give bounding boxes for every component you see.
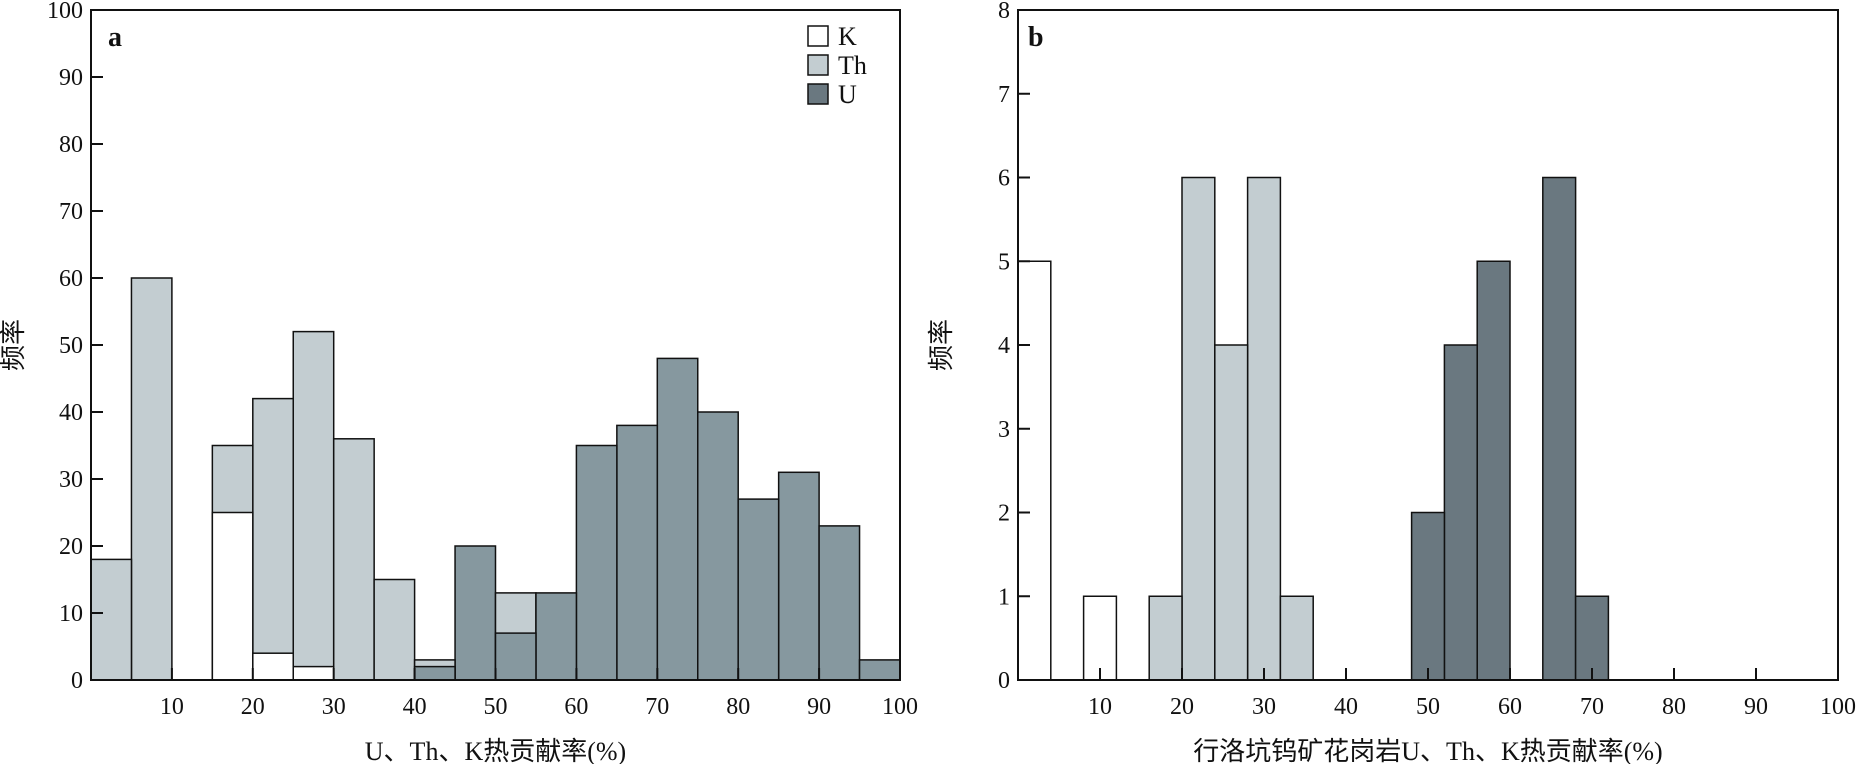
bar-u-50-55 [494, 632, 537, 681]
y-tick-label: 30 [59, 467, 83, 493]
y-tick-label: 8 [998, 0, 1010, 24]
legend-label-u: U [838, 80, 857, 109]
panel-b-label: b [1028, 22, 1044, 53]
bar-th-28-32 [1246, 176, 1282, 681]
panel-a-ticks: 0 10 20 30 40 50 60 70 80 90 100 10 20 30 40 50 60 70 80 90… [47, 0, 918, 720]
x-tick-label: 30 [322, 694, 346, 720]
bar-u-70-75 [656, 357, 699, 681]
y-tick-label: 100 [47, 0, 83, 24]
bar-k-8-12 [1082, 595, 1118, 681]
x-tick-label: 50 [484, 694, 508, 720]
y-tick-label: 40 [59, 400, 83, 426]
y-tick-label: 90 [59, 65, 83, 91]
bar-u-68-72 [1574, 595, 1610, 681]
y-tick-label: 50 [59, 333, 83, 359]
bar-u-56-60 [1476, 260, 1511, 681]
panel-a: 0 10 20 30 40 50 60 70 80 90 100 10 20 30 40 50 60 70 80 90… [0, 0, 918, 764]
x-tick-label: 60 [564, 694, 588, 720]
bar-th-16-20 [1148, 595, 1183, 681]
panel-b-x-axis-title: 行洛坑钨矿花岗岩U、Th、K热贡献率(%) [1193, 737, 1662, 764]
bar-th-32-36 [1279, 595, 1314, 681]
x-tick-label: 70 [645, 694, 669, 720]
x-tick-label: 40 [403, 694, 427, 720]
x-tick-label: 20 [1170, 694, 1194, 720]
bar-k-25-30 [292, 665, 335, 681]
bar-th-35-40 [373, 578, 416, 681]
y-tick-label: 0 [71, 668, 83, 694]
x-tick-label: 80 [726, 694, 750, 720]
legend-label-th: Th [838, 51, 867, 80]
x-tick-label: 50 [1416, 694, 1440, 720]
bar-th-25-30 [292, 330, 335, 681]
y-tick-label: 7 [998, 82, 1010, 108]
y-tick-label: 80 [59, 132, 83, 158]
x-tick-label: 100 [1820, 694, 1856, 720]
panel-a-y-axis-title: 频率 [0, 319, 28, 371]
bar-k-0-4 [1017, 260, 1052, 681]
y-tick-label: 10 [59, 601, 83, 627]
panel-b-bars [1017, 176, 1610, 681]
x-tick-label: 20 [241, 694, 265, 720]
x-tick-label: 10 [160, 694, 184, 720]
bar-u-90-95 [818, 525, 861, 681]
y-tick-label: 5 [998, 249, 1010, 275]
y-tick-label: 70 [59, 199, 83, 225]
bar-u-65-70 [616, 424, 659, 681]
legend-swatch-k [807, 25, 829, 47]
panel-b: 0 1 2 3 4 5 6 7 8 10 20 30 40 50 60 70 80 90 100 b 行洛坑钨矿花岗… [927, 0, 1856, 764]
x-tick-label: 70 [1580, 694, 1604, 720]
x-tick-label: 90 [1744, 694, 1768, 720]
panel-a-x-axis-title: U、Th、K热贡献率(%) [365, 737, 626, 764]
bar-u-95-100 [858, 659, 901, 681]
y-tick-label: 6 [998, 166, 1010, 192]
x-tick-label: 30 [1252, 694, 1276, 720]
bar-u-75-80 [697, 411, 739, 681]
bar-u-60-65 [575, 444, 618, 681]
y-tick-label: 0 [998, 668, 1010, 694]
y-tick-label: 3 [998, 417, 1010, 443]
panel-b-y-axis-title: 频率 [927, 319, 956, 371]
panel-a-bars [90, 277, 901, 681]
y-tick-label: 2 [998, 501, 1010, 527]
bar-th-5-10 [130, 277, 173, 681]
bar-th-20-24 [1181, 176, 1216, 681]
bar-u-40-45 [413, 665, 456, 681]
bar-u-64-68 [1542, 176, 1577, 681]
y-tick-label: 1 [998, 584, 1010, 610]
bar-th-30-35 [332, 438, 375, 681]
bar-u-55-60 [535, 592, 578, 681]
bar-th-24-28 [1214, 344, 1249, 681]
panel-a-legend: K Th U [807, 22, 867, 109]
y-tick-label: 20 [59, 534, 83, 560]
panel-b-ticks: 0 1 2 3 4 5 6 7 8 10 20 30 40 50 60 70 80 90 100 [998, 0, 1856, 720]
bar-u-48-52 [1410, 511, 1446, 681]
x-tick-label: 90 [807, 694, 831, 720]
legend-swatch-u [807, 83, 829, 105]
bar-k-20-25 [252, 652, 295, 681]
y-tick-label: 4 [998, 333, 1010, 359]
bar-u-80-85 [737, 498, 780, 681]
x-tick-label: 100 [882, 694, 918, 720]
bar-th-0-5 [90, 558, 133, 681]
x-tick-label: 40 [1334, 694, 1358, 720]
x-tick-label: 10 [1088, 694, 1112, 720]
bar-u-85-90 [777, 471, 820, 681]
legend-label-k: K [838, 22, 857, 51]
bar-u-45-50 [454, 545, 497, 681]
x-tick-label: 80 [1662, 694, 1686, 720]
y-tick-label: 60 [59, 266, 83, 292]
bar-k-15-20 [211, 511, 254, 681]
bar-u-52-56 [1443, 344, 1478, 681]
x-tick-label: 60 [1498, 694, 1522, 720]
legend-swatch-th [807, 54, 829, 76]
bar-th-20-25 [252, 397, 295, 681]
panel-a-label: a [108, 22, 122, 53]
